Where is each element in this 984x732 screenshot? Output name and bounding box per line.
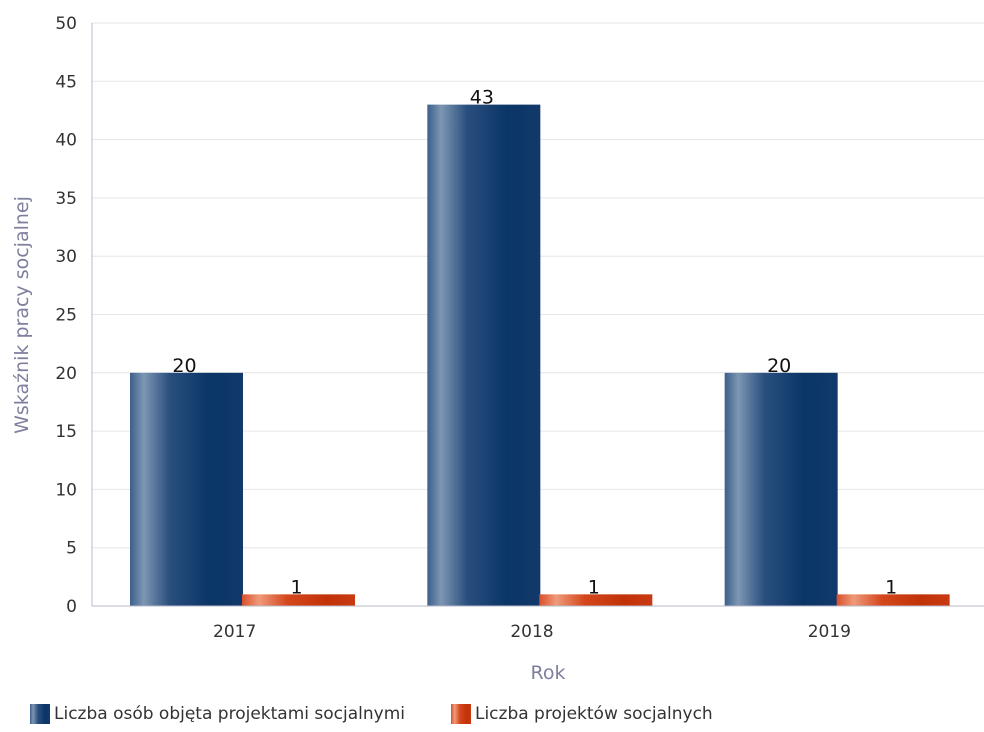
x-axis-title: Rok [531,662,566,684]
bar-chart: 20 1 43 1 20 1 0 5 10 15 20 25 30 35 40 45 50 2017 2018 20… [11,14,984,684]
y-tick-label: 0 [66,597,77,617]
data-label: 1 [885,576,897,598]
legend: Liczba osób objęta projektami socjalnymi… [30,704,759,724]
y-tick-label: 10 [55,480,77,500]
y-tick-label: 50 [55,14,77,34]
y-tick-label: 40 [55,131,77,151]
bar-people-2017[interactable] [130,372,243,606]
legend-swatch-orange [450,704,471,724]
legend-item-projects[interactable]: Liczba projektów socjalnych [450,704,713,724]
data-label: 20 [767,355,791,377]
legend-label-people: Liczba osób objęta projektami socjalnymi [54,704,405,724]
legend-item-people[interactable]: Liczba osób objęta projektami socjalnymi [30,704,405,724]
y-tick-label: 15 [55,422,77,442]
bar-projects-2019[interactable] [836,594,950,606]
data-label: 20 [172,355,196,377]
x-tick-label: 2017 [213,622,256,642]
x-tick-label: 2018 [510,622,553,642]
y-tick-label: 35 [55,189,77,209]
y-tick-label: 30 [55,247,77,267]
legend-label-projects: Liczba projektów socjalnych [474,704,713,724]
data-label: 1 [588,576,600,598]
bar-people-2019[interactable] [724,372,838,606]
bar-projects-2017[interactable] [242,594,355,606]
x-tick-label: 2019 [808,622,851,642]
bar-projects-2018[interactable] [539,594,653,606]
y-axis-title: Wskaźnik pracy socjalnej [11,196,33,434]
data-label: 1 [290,576,302,598]
y-tick-label: 5 [66,539,77,559]
data-label: 43 [470,87,494,109]
bar-people-2018[interactable] [427,104,541,607]
y-tick-label: 20 [55,364,77,384]
y-tick-label: 45 [55,72,77,92]
legend-swatch-blue [30,704,50,724]
y-tick-label: 25 [55,306,77,326]
